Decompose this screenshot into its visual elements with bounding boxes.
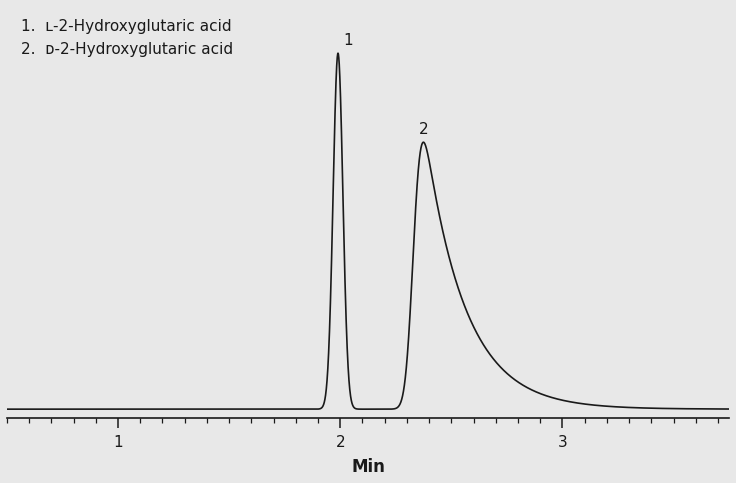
- Text: 2: 2: [419, 122, 429, 137]
- X-axis label: Min: Min: [351, 458, 385, 476]
- Text: 1.  ʟ-2-Hydroxyglutaric acid
2.  ᴅ-2-Hydroxyglutaric acid: 1. ʟ-2-Hydroxyglutaric acid 2. ᴅ-2-Hydro…: [21, 19, 233, 57]
- Text: 1: 1: [344, 33, 353, 48]
